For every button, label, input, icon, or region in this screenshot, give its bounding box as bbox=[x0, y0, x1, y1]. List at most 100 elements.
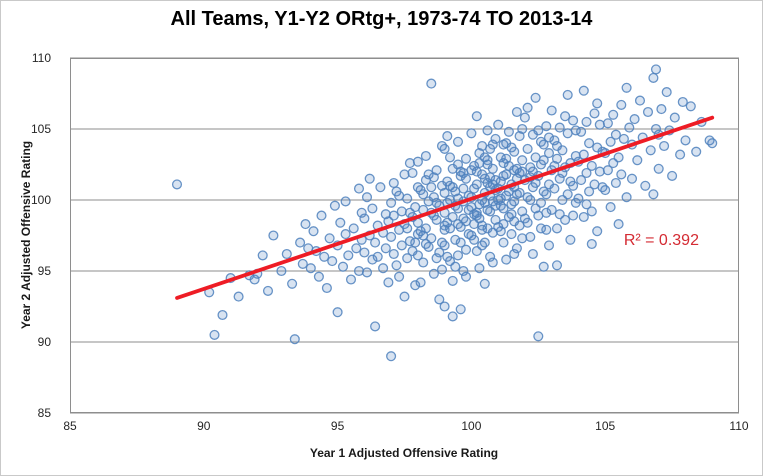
data-point bbox=[519, 112, 530, 123]
data-point bbox=[594, 119, 605, 130]
data-point bbox=[535, 197, 547, 208]
data-point bbox=[573, 193, 584, 204]
data-point bbox=[447, 311, 458, 322]
data-point bbox=[618, 133, 629, 144]
data-point bbox=[632, 155, 643, 166]
data-point bbox=[514, 187, 525, 198]
data-point bbox=[418, 189, 429, 200]
data-point bbox=[634, 95, 646, 106]
data-point bbox=[661, 87, 672, 98]
data-point bbox=[495, 176, 506, 187]
data-point bbox=[361, 267, 373, 278]
data-point bbox=[471, 111, 482, 122]
x-tick-label: 105 bbox=[595, 419, 616, 433]
data-point bbox=[650, 123, 662, 135]
trend-line bbox=[175, 115, 715, 300]
data-point bbox=[455, 304, 466, 315]
data-point bbox=[578, 149, 589, 160]
data-point bbox=[565, 234, 576, 245]
data-point bbox=[533, 125, 544, 136]
data-point bbox=[370, 237, 381, 248]
data-point bbox=[356, 207, 367, 218]
data-point bbox=[337, 261, 349, 272]
data-point bbox=[450, 261, 461, 272]
data-point bbox=[648, 189, 659, 200]
data-point bbox=[469, 160, 480, 171]
data-point bbox=[517, 123, 528, 135]
data-point bbox=[584, 186, 595, 197]
data-point bbox=[434, 294, 445, 305]
y-tick-label: 110 bbox=[31, 51, 51, 65]
data-point bbox=[383, 277, 394, 288]
data-point bbox=[485, 251, 496, 262]
data-point bbox=[568, 115, 579, 126]
x-tick-labels: 85 90 95 100 105 110 bbox=[63, 419, 748, 435]
data-point bbox=[487, 257, 498, 268]
data-point bbox=[329, 200, 340, 211]
data-point bbox=[600, 185, 611, 196]
data-point bbox=[423, 169, 434, 180]
data-point bbox=[487, 163, 498, 174]
data-point bbox=[460, 173, 472, 184]
data-point bbox=[541, 207, 552, 218]
data-point bbox=[546, 105, 557, 116]
data-point bbox=[469, 234, 480, 245]
data-point bbox=[592, 98, 603, 109]
data-point bbox=[527, 248, 538, 260]
x-axis-title: Year 1 Adjusted Offensive Rating bbox=[309, 446, 499, 460]
data-point bbox=[305, 263, 316, 274]
data-point bbox=[460, 244, 472, 255]
data-point bbox=[498, 203, 509, 214]
data-point bbox=[300, 219, 311, 230]
data-point bbox=[439, 187, 450, 198]
data-point bbox=[316, 210, 327, 221]
data-point bbox=[402, 253, 413, 264]
data-point bbox=[581, 199, 592, 210]
data-point bbox=[669, 112, 680, 123]
data-point bbox=[589, 108, 600, 119]
data-point bbox=[171, 179, 183, 190]
data-point bbox=[549, 135, 560, 146]
data-point bbox=[645, 145, 656, 156]
data-point bbox=[407, 167, 418, 179]
data-point bbox=[436, 264, 448, 275]
data-point bbox=[487, 139, 498, 150]
data-point bbox=[517, 155, 528, 166]
data-point bbox=[479, 278, 490, 289]
data-point bbox=[543, 240, 555, 251]
data-point bbox=[431, 165, 442, 176]
data-point bbox=[340, 229, 351, 240]
data-point bbox=[642, 106, 654, 118]
data-point bbox=[640, 180, 651, 191]
data-point bbox=[364, 173, 375, 184]
data-point bbox=[388, 248, 399, 260]
data-point bbox=[586, 206, 597, 217]
data-point bbox=[460, 271, 472, 282]
data-point bbox=[576, 175, 587, 186]
data-point bbox=[557, 145, 568, 156]
data-point bbox=[543, 148, 555, 159]
data-point bbox=[538, 261, 549, 272]
data-point bbox=[388, 177, 399, 189]
plot-border bbox=[70, 58, 739, 413]
data-point bbox=[538, 139, 549, 150]
x-tick-label: 100 bbox=[461, 419, 482, 433]
data-point bbox=[605, 202, 616, 213]
scatter-plot bbox=[70, 57, 739, 414]
data-point bbox=[522, 143, 533, 154]
data-point bbox=[594, 166, 605, 177]
data-point bbox=[452, 136, 464, 147]
data-point bbox=[396, 240, 407, 251]
data-point bbox=[353, 183, 365, 194]
data-point bbox=[396, 206, 407, 217]
data-point bbox=[439, 240, 450, 251]
data-point bbox=[455, 237, 466, 248]
data-point bbox=[667, 170, 678, 181]
data-point bbox=[410, 237, 421, 248]
data-point bbox=[426, 233, 437, 244]
data-point bbox=[399, 291, 410, 302]
data-point bbox=[551, 153, 563, 164]
data-point bbox=[562, 89, 573, 100]
data-point bbox=[233, 291, 244, 302]
